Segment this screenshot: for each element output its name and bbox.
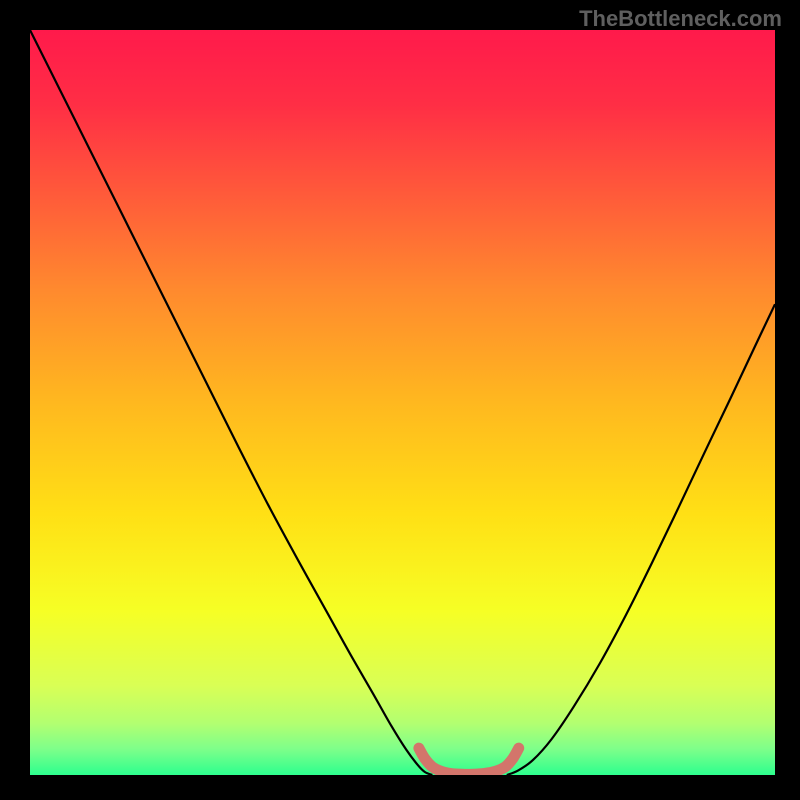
bottom-bracket [419, 748, 519, 774]
curve-right [507, 304, 775, 775]
watermark-label: TheBottleneck.com [579, 6, 782, 32]
chart-overlay [30, 30, 775, 775]
chart-container: TheBottleneck.com [0, 0, 800, 800]
plot-area [30, 30, 775, 775]
curve-left [30, 30, 432, 775]
